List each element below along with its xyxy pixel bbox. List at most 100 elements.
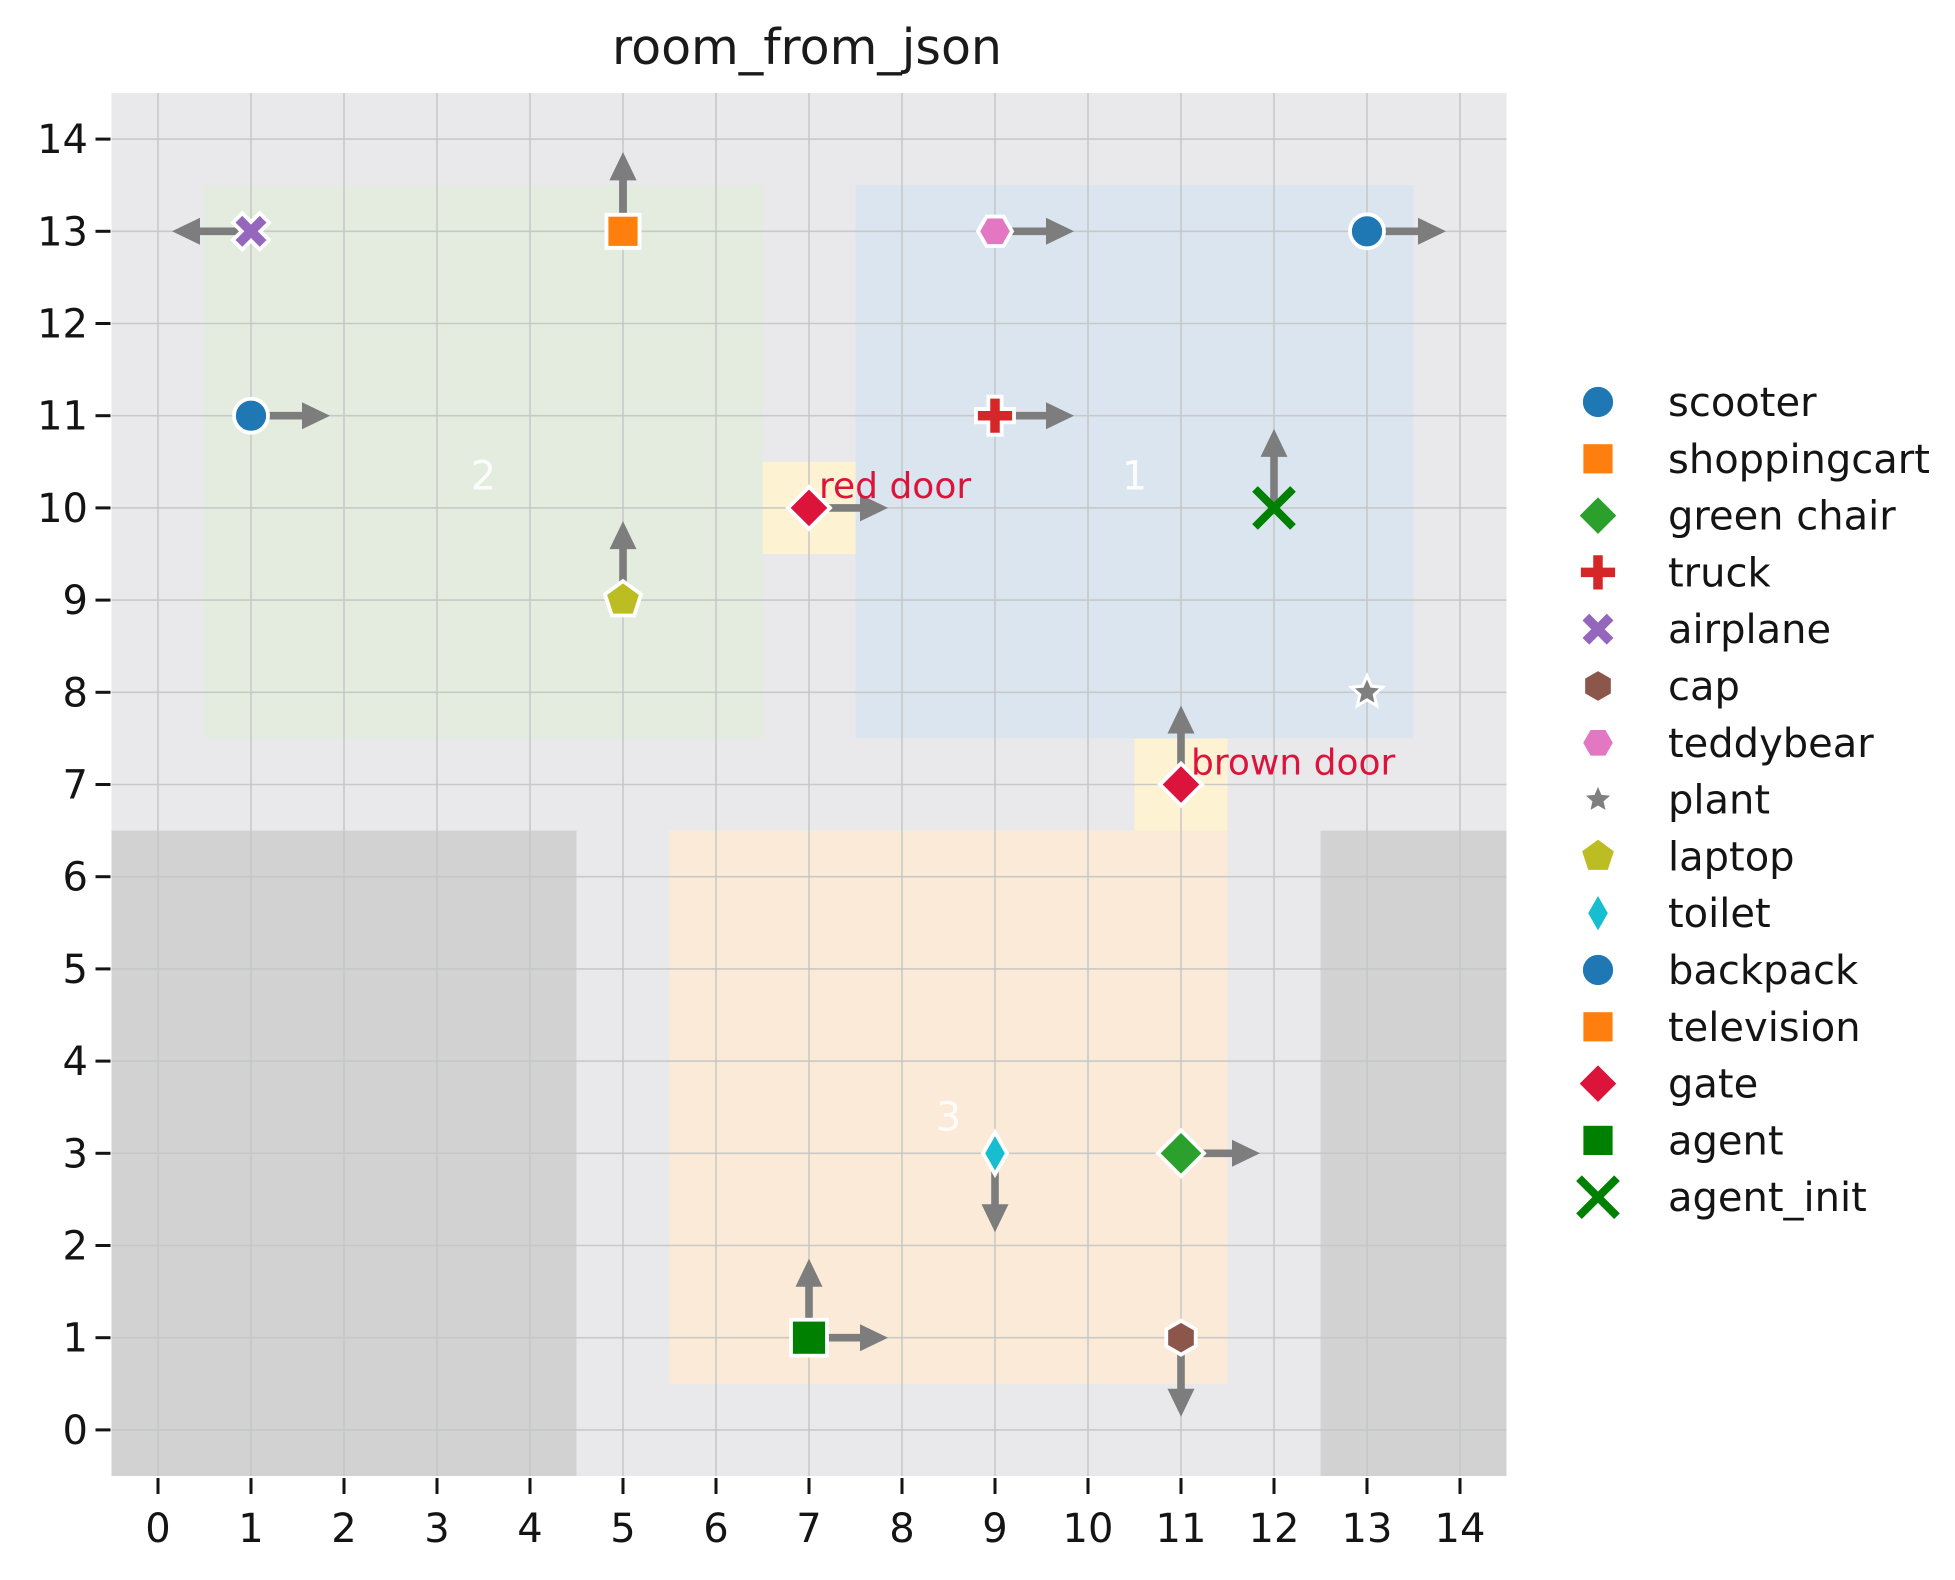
rooms-layer [204, 185, 1414, 1384]
marker-plant [1347, 672, 1387, 709]
legend-item-green-chair: green chair [1574, 491, 1896, 540]
room-label-1: 1 [1122, 454, 1147, 500]
arrow-scooter-right [251, 402, 330, 430]
legend-marker-green-chair [1574, 491, 1622, 540]
legend-marker-cap [1581, 666, 1615, 706]
legend-item-television: television [1579, 1005, 1861, 1051]
y-tick-label-5: 5 [63, 947, 88, 993]
gridlines-layer [111, 93, 1507, 1476]
room-region-1 [855, 185, 1414, 739]
room-labels-layer: 1 2 3 [471, 454, 1147, 1141]
room-label-3: 3 [936, 1094, 961, 1140]
legend-item-scooter: scooter [1579, 380, 1817, 426]
legend-label-cap: cap [1668, 664, 1740, 710]
arrow-green-chair-right [1181, 1139, 1260, 1167]
legend-item-plant: plant [1578, 778, 1770, 824]
x-tick-label-4: 4 [517, 1506, 542, 1552]
legend-label-agent-init: agent_init [1668, 1175, 1867, 1221]
legend-label-gate: gate [1668, 1062, 1758, 1108]
legend-label-toilet: toilet [1668, 891, 1771, 937]
room-region-2 [204, 185, 763, 739]
legend-marker-shoppingcart [1579, 440, 1617, 478]
marker-cap [1164, 1318, 1198, 1357]
arrow-gate-up [1167, 705, 1195, 785]
arrow-truck-right [995, 402, 1074, 430]
y-tick-label-10: 10 [37, 486, 88, 532]
arrow-agent-right [809, 1324, 888, 1352]
legend-marker-laptop [1577, 835, 1619, 874]
legend-label-agent: agent [1668, 1118, 1784, 1164]
legend-marker-agent-init [1576, 1175, 1620, 1220]
marker-airplane [230, 210, 272, 253]
y-tick-label-8: 8 [63, 670, 88, 716]
legend-label-plant: plant [1668, 778, 1770, 824]
y-tick-label-9: 9 [63, 578, 88, 624]
legend-label-television: television [1668, 1005, 1861, 1051]
marker-green-chair [1155, 1127, 1207, 1179]
legend-label-scooter: scooter [1668, 380, 1817, 426]
legend-label-teddybear: teddybear [1668, 721, 1874, 767]
legend-item-agent: agent [1579, 1118, 1784, 1164]
arrow-agent-init-up [1260, 428, 1288, 508]
marker-gate [1157, 760, 1205, 809]
y-tick-label-3: 3 [63, 1131, 88, 1177]
legend-marker-plant [1578, 779, 1618, 817]
x-tick-label-1: 1 [238, 1506, 263, 1552]
arrow-backpack-right [1367, 217, 1446, 245]
x-tick-label-11: 11 [1156, 1506, 1207, 1552]
y-tick-label-2: 2 [63, 1224, 88, 1270]
legend-marker-scooter [1579, 383, 1617, 421]
y-tick-label-12: 12 [37, 302, 88, 348]
legend-marker-backpack [1579, 951, 1617, 989]
arrow-toilet-down [981, 1153, 1009, 1233]
y-tick-label-11: 11 [37, 394, 88, 440]
room-region-3 [669, 830, 1228, 1384]
y-tick-label-0: 0 [63, 1408, 88, 1454]
arrow-agent-up [795, 1258, 823, 1338]
x-tick-label-12: 12 [1249, 1506, 1300, 1552]
x-tick-label-7: 7 [796, 1506, 821, 1552]
legend-item-shoppingcart: shoppingcart [1579, 437, 1930, 483]
arrow-gate-right [809, 494, 888, 522]
x-tick-label-6: 6 [703, 1506, 728, 1552]
arrow-cap-down [1167, 1337, 1195, 1417]
y-tick-label-13: 13 [37, 209, 88, 255]
y-tick-label-6: 6 [63, 855, 88, 901]
marker-scooter [232, 396, 270, 435]
x-tick-label-9: 9 [982, 1506, 1007, 1552]
marker-toilet [980, 1128, 1010, 1179]
legend: scooter shoppingcart green chair truck airpl… [1574, 380, 1930, 1221]
marker-gate [785, 484, 833, 532]
arrow-teddybear-right [995, 217, 1074, 245]
plot-title: room_from_json [612, 19, 1002, 76]
x-tick-label-3: 3 [424, 1506, 449, 1552]
arrow-airplane-left [172, 217, 251, 245]
x-tick-label-10: 10 [1063, 1506, 1114, 1552]
room-label-2: 2 [471, 454, 496, 500]
legend-item-backpack: backpack [1579, 948, 1859, 994]
y-tick-label-4: 4 [63, 1039, 88, 1085]
legend-marker-gate [1574, 1059, 1622, 1108]
legend-marker-airplane [1577, 608, 1619, 651]
y-tick-label-7: 7 [63, 763, 88, 809]
legend-label-laptop: laptop [1668, 834, 1795, 880]
legend-item-gate: gate [1574, 1059, 1758, 1108]
door-label-brown-door: brown door [1191, 743, 1395, 784]
markers-layer [230, 210, 1387, 1358]
marker-truck [974, 394, 1016, 437]
legend-item-laptop: laptop [1577, 834, 1795, 880]
y-tick-label-14: 14 [37, 117, 88, 163]
legend-marker-agent [1579, 1122, 1617, 1159]
legend-label-truck: truck [1668, 550, 1771, 596]
x-tick-label-8: 8 [889, 1506, 914, 1552]
marker-laptop [602, 578, 644, 618]
legend-marker-television [1579, 1008, 1617, 1046]
door-labels-layer: red door brown door [819, 466, 1395, 784]
legend-item-truck: truck [1577, 550, 1771, 596]
arrow-television-up [609, 152, 637, 232]
legend-label-shoppingcart: shoppingcart [1668, 437, 1930, 483]
legend-marker-teddybear [1578, 726, 1618, 760]
door-label-red-door: red door [819, 466, 971, 507]
legend-label-backpack: backpack [1668, 948, 1859, 994]
